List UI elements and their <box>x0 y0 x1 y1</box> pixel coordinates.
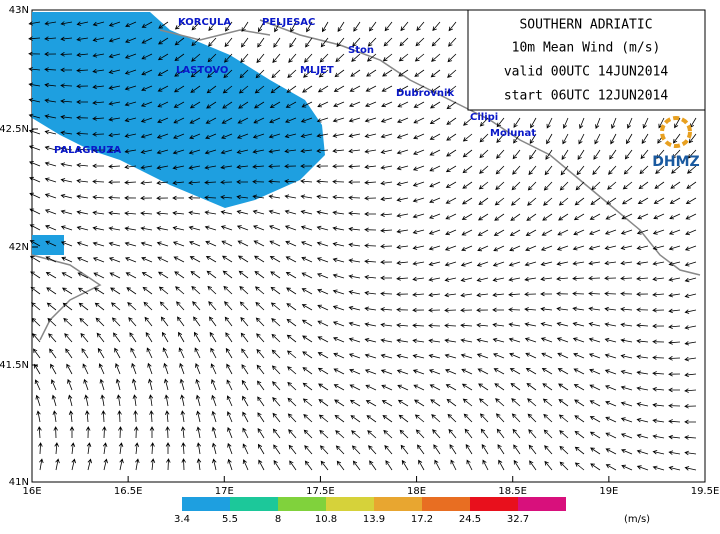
colorbar-label: 13.9 <box>363 514 385 525</box>
colorbar-swatch <box>470 497 518 511</box>
logo-text: DHMZ <box>652 154 699 170</box>
colorbar-swatch <box>422 497 470 511</box>
info-line: SOUTHERN ADRIATIC <box>519 18 652 33</box>
lon-label: 19E <box>599 486 618 497</box>
logo: DHMZ <box>652 116 700 170</box>
colorbar-label: 10.8 <box>315 514 337 525</box>
colorbar: 3.4 5.5 8 10.8 13.9 17.2 24.5 32.7 (m/s) <box>174 497 650 525</box>
colorbar-label: 24.5 <box>459 514 481 525</box>
colorbar-swatch <box>374 497 422 511</box>
info-box <box>467 9 706 111</box>
colorbar-unit: (m/s) <box>624 514 650 525</box>
colorbar-swatch <box>278 497 326 511</box>
colorbar-swatch <box>518 497 566 511</box>
lon-label: 19.5E <box>691 486 720 497</box>
lat-label: 43N <box>9 5 29 16</box>
lat-label: 42.5N <box>0 124 29 135</box>
lat-label: 41.5N <box>0 360 29 371</box>
place-label: Cilipi <box>470 112 498 123</box>
colorbar-swatch <box>230 497 278 511</box>
lon-label: 17.5E <box>306 486 335 497</box>
place-label: PELJESAC <box>262 17 315 28</box>
colorbar-swatch <box>326 497 374 511</box>
lon-label: 16E <box>22 486 41 497</box>
info-line: 10m Mean Wind (m/s) <box>512 41 661 56</box>
place-label: Ston <box>348 45 374 56</box>
info-line: start 06UTC 12JUN2014 <box>504 89 669 104</box>
place-label: KORCULA <box>178 17 231 28</box>
colorbar-label: 5.5 <box>222 514 238 525</box>
colorbar-label: 32.7 <box>507 514 529 525</box>
place-label: LASTOVO <box>176 65 228 76</box>
lon-label: 16.5E <box>114 486 143 497</box>
lat-label: 41N <box>9 477 29 488</box>
colorbar-label: 17.2 <box>411 514 433 525</box>
wind-speed-area <box>32 12 325 208</box>
arrow-field <box>28 21 697 471</box>
place-label: PALAGRUZA <box>54 145 122 156</box>
wind-arrows <box>28 21 697 471</box>
place-label: MLJET <box>300 65 334 76</box>
lon-label: 17E <box>215 486 234 497</box>
lon-label: 18.5E <box>498 486 527 497</box>
colorbar-label: 3.4 <box>174 514 190 525</box>
lon-label: 18E <box>407 486 426 497</box>
lat-label: 42N <box>9 242 29 253</box>
place-label: Molunat <box>490 128 536 139</box>
place-label: Dubrovnik <box>396 88 454 99</box>
info-line: valid 00UTC 14JUN2014 <box>504 65 669 80</box>
wind-speed-area <box>32 235 64 255</box>
colorbar-swatch <box>182 497 230 511</box>
colorbar-label: 8 <box>275 514 281 525</box>
